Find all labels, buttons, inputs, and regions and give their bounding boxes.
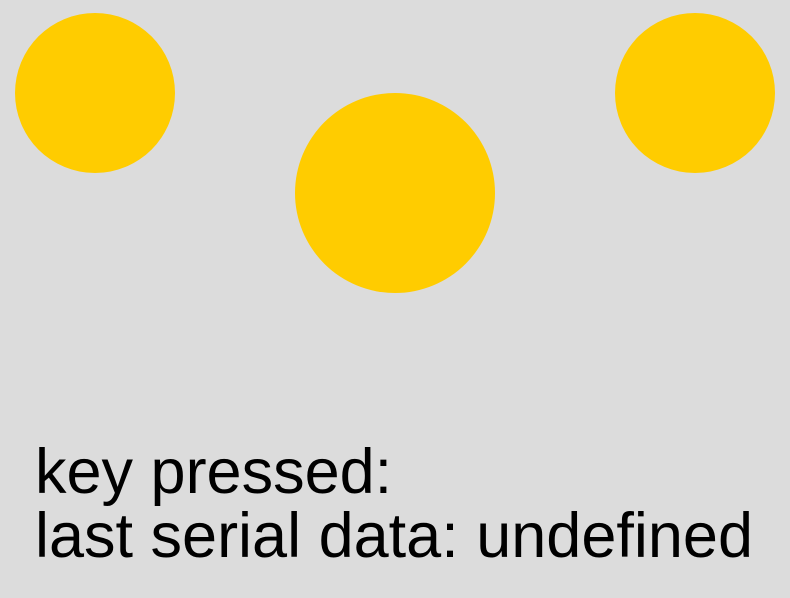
- right-yellow-circle: [615, 13, 775, 173]
- left-yellow-circle: [15, 13, 175, 173]
- status-text: key pressed: last serial data: undefined: [35, 440, 753, 568]
- key-pressed-label: key pressed:: [35, 440, 753, 504]
- center-yellow-circle: [295, 93, 495, 293]
- last-serial-data-label: last serial data: undefined: [35, 504, 753, 568]
